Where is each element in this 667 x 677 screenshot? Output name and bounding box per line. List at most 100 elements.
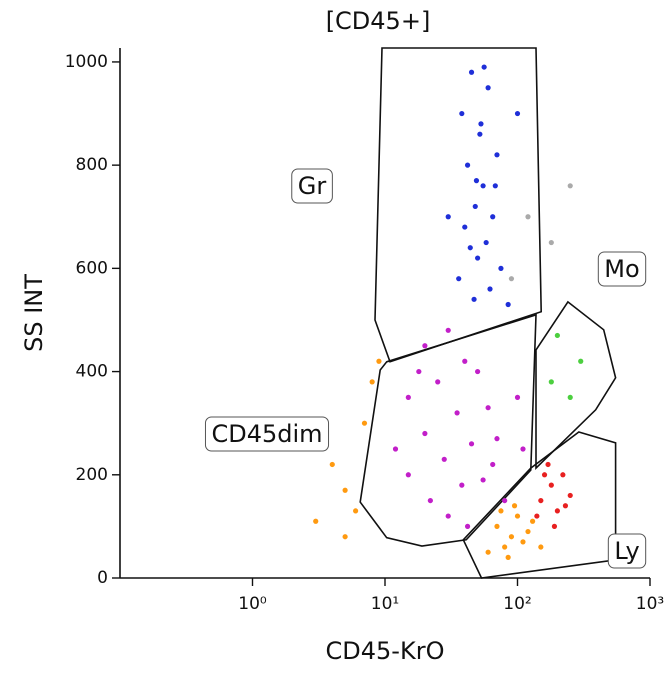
point <box>508 276 515 282</box>
point <box>467 245 473 251</box>
point <box>494 152 500 158</box>
point <box>473 178 480 184</box>
point <box>511 503 518 509</box>
point <box>313 518 319 524</box>
point <box>487 286 493 292</box>
point <box>472 203 478 210</box>
point <box>342 534 348 540</box>
point <box>392 446 399 452</box>
point <box>525 214 531 220</box>
point <box>548 482 554 488</box>
point <box>456 276 462 282</box>
gate-label-box <box>291 168 333 204</box>
point <box>454 410 460 416</box>
point <box>494 436 500 442</box>
point <box>485 549 491 555</box>
point <box>459 110 465 117</box>
point <box>578 358 584 364</box>
point <box>361 420 368 426</box>
point <box>505 554 511 560</box>
point <box>545 461 551 468</box>
gate-label: Ly <box>614 537 639 565</box>
point <box>554 508 560 514</box>
point <box>416 368 422 375</box>
point <box>567 394 573 400</box>
x-tick-label: 10¹ <box>371 594 399 614</box>
x-tick-label: 10³ <box>636 594 664 614</box>
point <box>502 544 508 550</box>
point <box>514 110 521 117</box>
y-axis-label: SS INT <box>20 274 48 352</box>
point <box>475 255 481 261</box>
point <box>435 379 441 385</box>
point <box>567 492 573 499</box>
gate-label: CD45dim <box>211 420 322 448</box>
x-tick-label: 10⁰ <box>238 594 267 614</box>
point <box>459 482 465 488</box>
point <box>514 513 521 519</box>
point <box>541 472 548 478</box>
point <box>405 394 411 400</box>
point <box>329 461 335 468</box>
point <box>538 497 544 504</box>
point <box>485 85 491 91</box>
point <box>445 327 451 333</box>
point <box>480 477 486 483</box>
point <box>422 343 428 349</box>
point <box>494 523 500 529</box>
y-tick-label: 800 <box>76 155 108 175</box>
point <box>468 441 475 447</box>
y-tick-label: 600 <box>76 258 108 278</box>
point <box>520 446 526 452</box>
point <box>490 214 496 220</box>
point <box>462 358 468 364</box>
y-tick-label: 1000 <box>65 52 108 72</box>
point <box>525 528 531 535</box>
point <box>498 508 504 514</box>
point <box>427 497 433 504</box>
point <box>462 224 468 230</box>
point <box>485 405 491 411</box>
chart-title: [CD45+] <box>326 7 431 35</box>
gate <box>462 431 617 579</box>
point <box>464 162 471 168</box>
point <box>514 394 521 400</box>
y-tick-label: 0 <box>97 568 108 588</box>
gate-label: Gr <box>298 172 327 200</box>
point <box>475 368 481 375</box>
point <box>490 461 496 468</box>
point <box>551 523 558 529</box>
point <box>538 544 544 550</box>
y-tick-label: 400 <box>76 362 108 382</box>
gate <box>535 300 617 470</box>
point <box>464 523 471 529</box>
point <box>520 539 526 545</box>
point <box>480 183 486 189</box>
point <box>554 332 560 339</box>
point <box>505 301 511 308</box>
point <box>481 64 487 70</box>
gate-label-box <box>597 251 647 287</box>
point <box>342 487 348 493</box>
gate-label: Mo <box>604 255 639 283</box>
point <box>422 430 428 437</box>
point <box>405 472 411 478</box>
point <box>376 358 382 364</box>
gate-label-box <box>607 533 647 569</box>
point <box>483 239 489 246</box>
x-tick-label: 10² <box>503 594 531 614</box>
point <box>502 497 508 504</box>
gate-label-box <box>204 416 330 452</box>
point <box>508 534 515 540</box>
point <box>567 183 573 189</box>
point <box>478 121 484 127</box>
point <box>445 214 451 220</box>
gate <box>374 47 543 363</box>
point <box>477 131 483 137</box>
point <box>548 239 554 246</box>
point <box>441 456 447 462</box>
point <box>548 379 554 385</box>
x-axis-label: CD45-KrO <box>326 637 445 665</box>
point <box>529 518 536 524</box>
